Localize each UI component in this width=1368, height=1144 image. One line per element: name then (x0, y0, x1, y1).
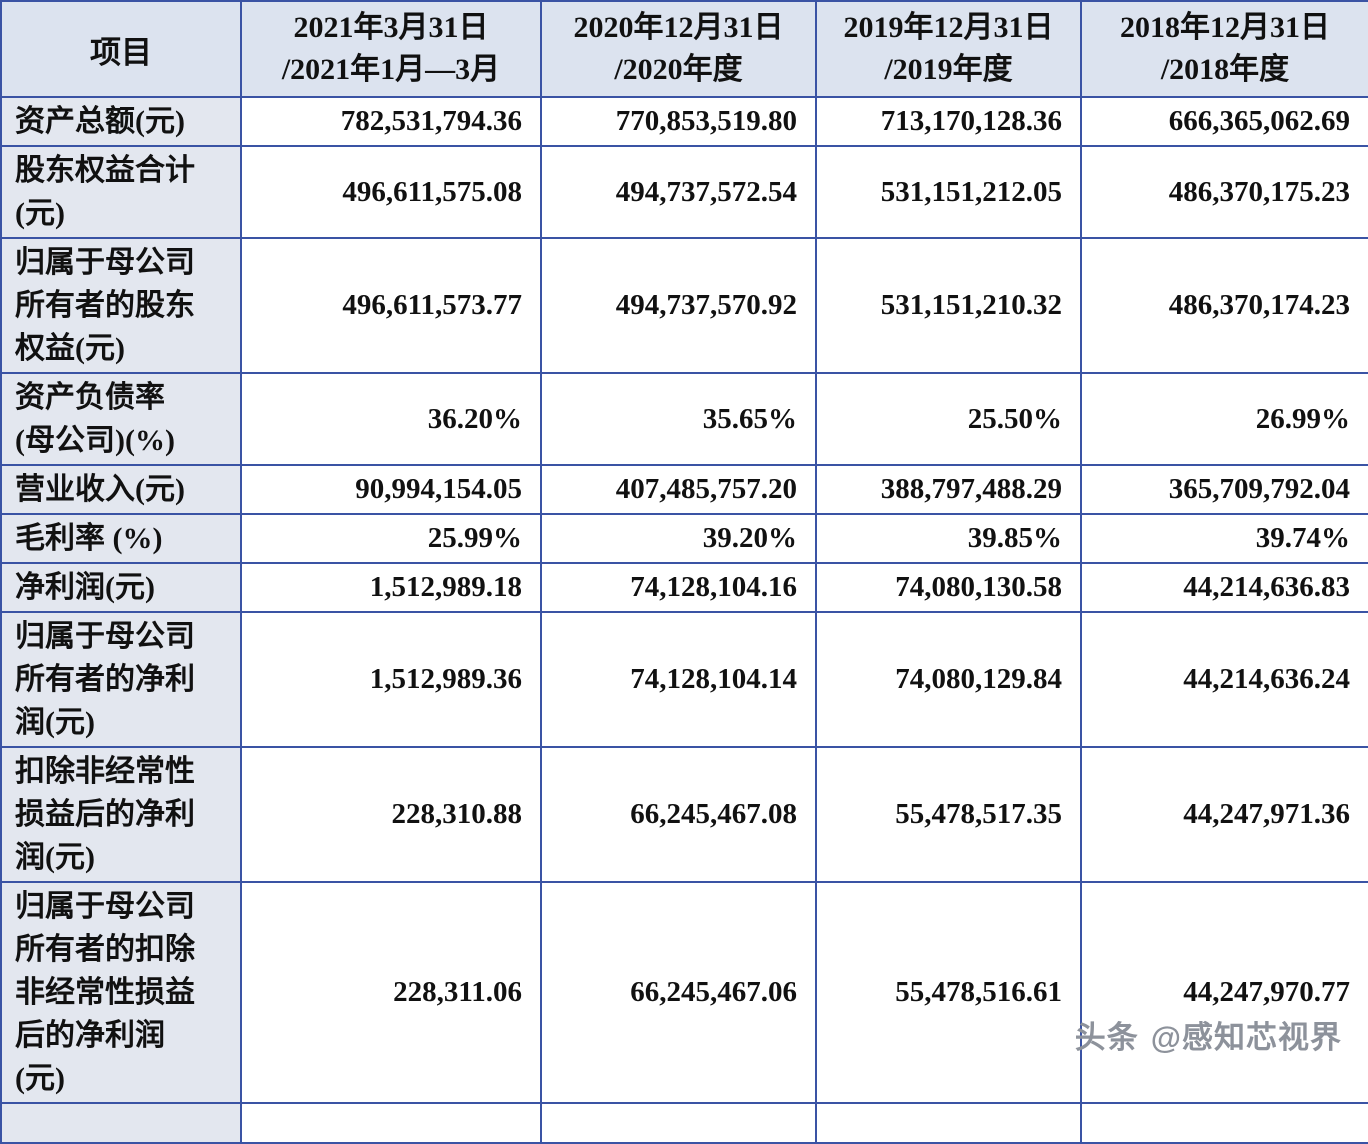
value-cell: 365,709,792.04 (1080, 464, 1368, 515)
table-row: 毛利率 (%) 25.99% 39.20% 39.85% 39.74% (0, 513, 1368, 564)
corner-header: 项目 (0, 0, 242, 98)
row-label: 归属于母公司 所有者的净利 润(元) (0, 611, 242, 748)
table-row: 资产负债率 (母公司)(%) 36.20% 35.65% 25.50% 26.99% (0, 372, 1368, 466)
row-label: 资产总额(元) (0, 96, 242, 147)
value-cell: 713,170,128.36 (815, 96, 1082, 147)
value-cell: 228,311.06 (240, 881, 542, 1104)
header-row: 项目 2021年3月31日 /2021年1月—3月 2020年12月31日 /20… (0, 0, 1368, 98)
value-cell: 74,080,129.84 (815, 611, 1082, 748)
value-cell: 39.85% (815, 513, 1082, 564)
value-cell: 486,370,174.23 (1080, 237, 1368, 374)
value-cell: 782,531,794.36 (240, 96, 542, 147)
row-label: 净利润(元) (0, 562, 242, 613)
value-cell: 36.20% (240, 372, 542, 466)
value-cell: 44,214,636.83 (1080, 562, 1368, 613)
row-label: 资产负债率 (母公司)(%) (0, 372, 242, 466)
row-label (0, 1102, 242, 1144)
value-cell: 44,247,970.77 (1080, 881, 1368, 1104)
value-cell: 66,245,467.06 (540, 881, 817, 1104)
value-cell: 496,611,573.77 (240, 237, 542, 374)
value-cell: 55,478,517.35 (815, 746, 1082, 883)
value-cell: 407,485,757.20 (540, 464, 817, 515)
row-label: 归属于母公司 所有者的扣除 非经常性损益 后的净利润 (元) (0, 881, 242, 1104)
value-cell: 74,080,130.58 (815, 562, 1082, 613)
value-cell (540, 1102, 817, 1144)
value-cell (815, 1102, 1082, 1144)
table-row: 扣除非经常性 损益后的净利 润(元) 228,310.88 66,245,467.0… (0, 746, 1368, 883)
value-cell: 486,370,175.23 (1080, 145, 1368, 239)
value-cell: 44,214,636.24 (1080, 611, 1368, 748)
value-cell: 74,128,104.16 (540, 562, 817, 613)
value-cell: 1,512,989.18 (240, 562, 542, 613)
row-label: 归属于母公司 所有者的股东 权益(元) (0, 237, 242, 374)
table-row: 资产总额(元) 782,531,794.36 770,853,519.80 713,1… (0, 96, 1368, 147)
row-label: 毛利率 (%) (0, 513, 242, 564)
value-cell: 494,737,572.54 (540, 145, 817, 239)
table-row: 归属于母公司 所有者的扣除 非经常性损益 后的净利润 (元) 228,311.06… (0, 881, 1368, 1104)
value-cell: 531,151,212.05 (815, 145, 1082, 239)
column-header: 2018年12月31日 /2018年度 (1080, 0, 1368, 98)
column-header: 2020年12月31日 /2020年度 (540, 0, 817, 98)
value-cell: 666,365,062.69 (1080, 96, 1368, 147)
table-row: 归属于母公司 所有者的净利 润(元) 1,512,989.36 74,128,104… (0, 611, 1368, 748)
column-header: 2019年12月31日 /2019年度 (815, 0, 1082, 98)
value-cell: 44,247,971.36 (1080, 746, 1368, 883)
value-cell: 74,128,104.14 (540, 611, 817, 748)
table-row: 归属于母公司 所有者的股东 权益(元) 496,611,573.77 494,737… (0, 237, 1368, 374)
value-cell: 39.20% (540, 513, 817, 564)
value-cell: 90,994,154.05 (240, 464, 542, 515)
value-cell: 496,611,575.08 (240, 145, 542, 239)
row-label: 营业收入(元) (0, 464, 242, 515)
value-cell (240, 1102, 542, 1144)
value-cell: 55,478,516.61 (815, 881, 1082, 1104)
partial-row (0, 1102, 1368, 1144)
value-cell: 531,151,210.32 (815, 237, 1082, 374)
value-cell: 494,737,570.92 (540, 237, 817, 374)
column-header: 2021年3月31日 /2021年1月—3月 (240, 0, 542, 98)
value-cell: 388,797,488.29 (815, 464, 1082, 515)
value-cell (1080, 1102, 1368, 1144)
value-cell: 39.74% (1080, 513, 1368, 564)
table-row: 净利润(元) 1,512,989.18 74,128,104.16 74,080,13… (0, 562, 1368, 613)
row-label: 扣除非经常性 损益后的净利 润(元) (0, 746, 242, 883)
value-cell: 1,512,989.36 (240, 611, 542, 748)
value-cell: 25.50% (815, 372, 1082, 466)
value-cell: 25.99% (240, 513, 542, 564)
value-cell: 770,853,519.80 (540, 96, 817, 147)
row-label: 股东权益合计 (元) (0, 145, 242, 239)
value-cell: 35.65% (540, 372, 817, 466)
value-cell: 26.99% (1080, 372, 1368, 466)
table-row: 股东权益合计 (元) 496,611,575.08 494,737,572.54 53… (0, 145, 1368, 239)
value-cell: 66,245,467.08 (540, 746, 817, 883)
value-cell: 228,310.88 (240, 746, 542, 883)
table-row: 营业收入(元) 90,994,154.05 407,485,757.20 388,79… (0, 464, 1368, 515)
